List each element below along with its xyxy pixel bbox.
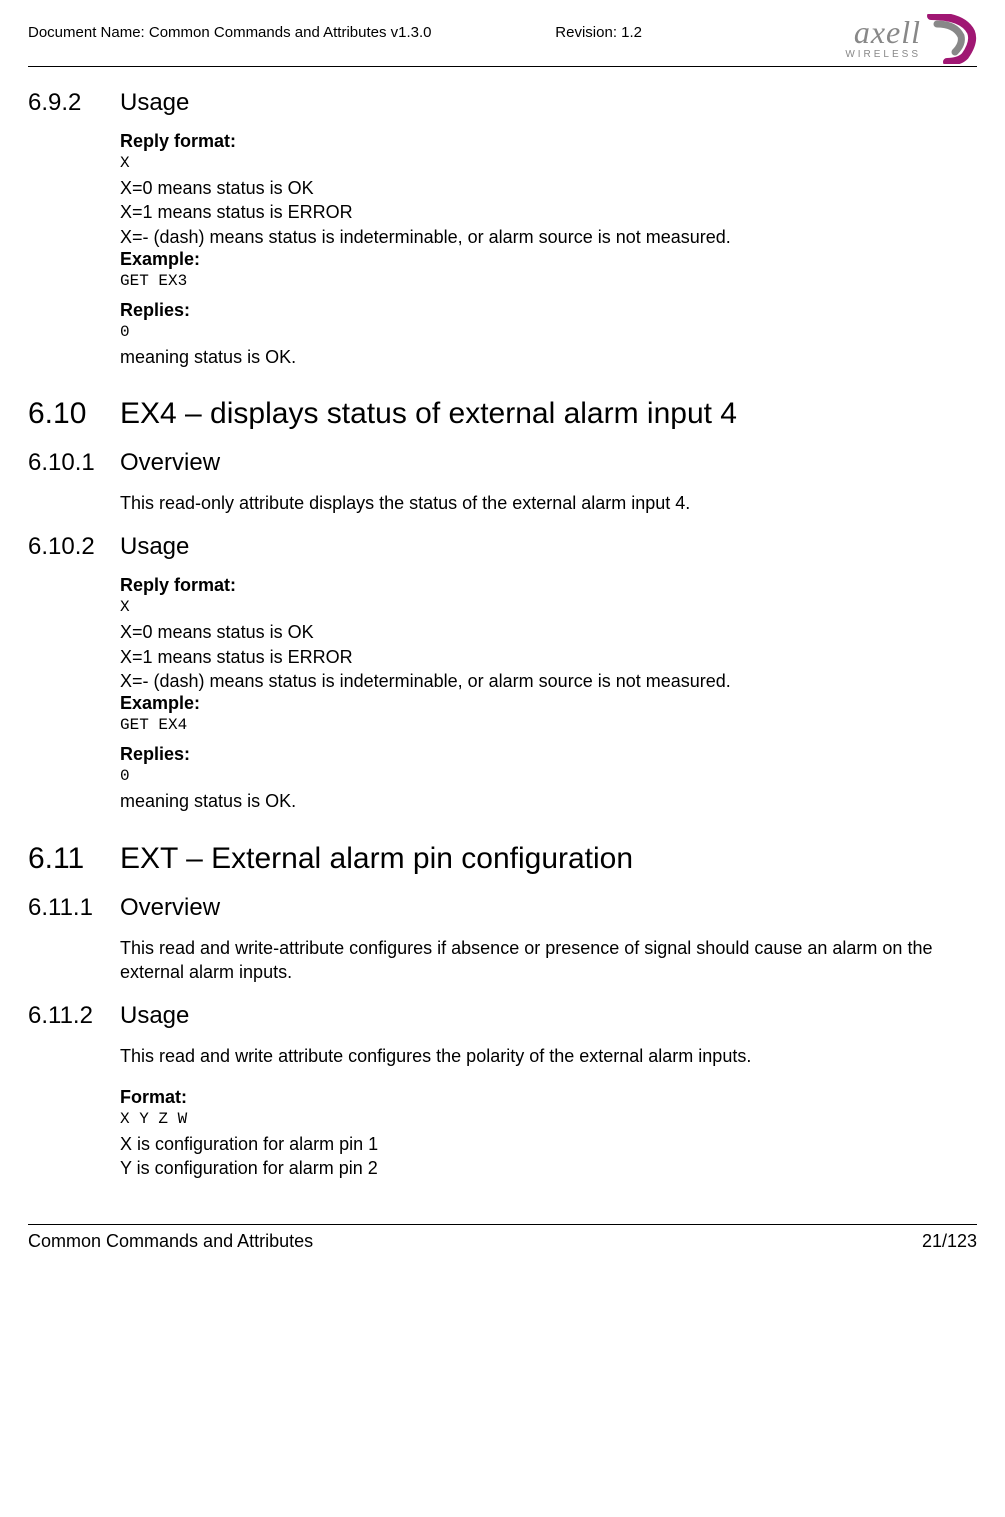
logo-main: axell xyxy=(854,18,921,47)
section-title: EXT – External alarm pin configuration xyxy=(120,842,633,876)
status-error: X=1 means status is ERROR xyxy=(120,645,977,669)
content-6-11-2: This read and write attribute configures… xyxy=(120,1044,977,1180)
status-dash: X=- (dash) means status is indeterminabl… xyxy=(120,669,977,693)
logo: axell WIRELESS xyxy=(845,14,977,64)
reply-format-label: Reply format: xyxy=(120,575,977,596)
content-6-10-2: Reply format: X X=0 means status is OK X… xyxy=(120,575,977,813)
replies-code: 0 xyxy=(120,323,977,341)
format-x: X is configuration for alarm pin 1 xyxy=(120,1132,977,1156)
reply-format-code: X xyxy=(120,154,977,172)
reply-format-label: Reply format: xyxy=(120,131,977,152)
section-6-11: 6.11 EXT – External alarm pin configurat… xyxy=(28,842,977,876)
section-title: Overview xyxy=(120,449,220,477)
meaning: meaning status is OK. xyxy=(120,789,977,813)
section-number: 6.10 xyxy=(28,397,120,431)
revision: Revision: 1.2 xyxy=(555,20,845,41)
section-6-10-2: 6.10.2 Usage xyxy=(28,533,977,561)
logo-text: axell WIRELESS xyxy=(845,18,921,60)
status-dash: X=- (dash) means status is indeterminabl… xyxy=(120,225,977,249)
section-6-10: 6.10 EX4 – displays status of external a… xyxy=(28,397,977,431)
usage-body: This read and write attribute configures… xyxy=(120,1044,977,1068)
section-title: Usage xyxy=(120,1002,189,1030)
content-6-10-1: This read-only attribute displays the st… xyxy=(120,491,977,515)
section-title: EX4 – displays status of external alarm … xyxy=(120,397,737,431)
section-title: Usage xyxy=(120,89,189,117)
example-label: Example: xyxy=(120,693,977,714)
section-number: 6.11 xyxy=(28,842,120,876)
meaning: meaning status is OK. xyxy=(120,345,977,369)
status-error: X=1 means status is ERROR xyxy=(120,200,977,224)
logo-mark-icon xyxy=(923,14,977,64)
format-y: Y is configuration for alarm pin 2 xyxy=(120,1156,977,1180)
example-label: Example: xyxy=(120,249,977,270)
page-footer: Common Commands and Attributes 21/123 xyxy=(28,1224,977,1252)
replies-label: Replies: xyxy=(120,744,977,765)
doc-name: Document Name: Common Commands and Attri… xyxy=(28,20,555,41)
status-ok: X=0 means status is OK xyxy=(120,176,977,200)
example-code: GET EX3 xyxy=(120,272,977,290)
replies-code: 0 xyxy=(120,767,977,785)
format-code: X Y Z W xyxy=(120,1110,977,1128)
logo-sub: WIRELESS xyxy=(845,49,921,60)
section-number: 6.11.2 xyxy=(28,1002,120,1030)
format-label: Format: xyxy=(120,1087,977,1108)
example-code: GET EX4 xyxy=(120,716,977,734)
content-6-11-1: This read and write-attribute configures… xyxy=(120,936,977,985)
footer-title: Common Commands and Attributes xyxy=(28,1231,313,1252)
overview-body: This read-only attribute displays the st… xyxy=(120,491,977,515)
section-title: Usage xyxy=(120,533,189,561)
status-ok: X=0 means status is OK xyxy=(120,620,977,644)
replies-label: Replies: xyxy=(120,300,977,321)
page-header: Document Name: Common Commands and Attri… xyxy=(28,20,977,67)
footer-page: 21/123 xyxy=(922,1231,977,1252)
content-6-9-2: Reply format: X X=0 means status is OK X… xyxy=(120,131,977,369)
section-6-10-1: 6.10.1 Overview xyxy=(28,449,977,477)
overview-body: This read and write-attribute configures… xyxy=(120,936,977,985)
section-6-11-1: 6.11.1 Overview xyxy=(28,894,977,922)
section-6-9-2: 6.9.2 Usage xyxy=(28,89,977,117)
section-number: 6.9.2 xyxy=(28,89,120,117)
section-number: 6.10.2 xyxy=(28,533,120,561)
section-number: 6.10.1 xyxy=(28,449,120,477)
section-number: 6.11.1 xyxy=(28,894,120,922)
section-title: Overview xyxy=(120,894,220,922)
section-6-11-2: 6.11.2 Usage xyxy=(28,1002,977,1030)
reply-format-code: X xyxy=(120,598,977,616)
